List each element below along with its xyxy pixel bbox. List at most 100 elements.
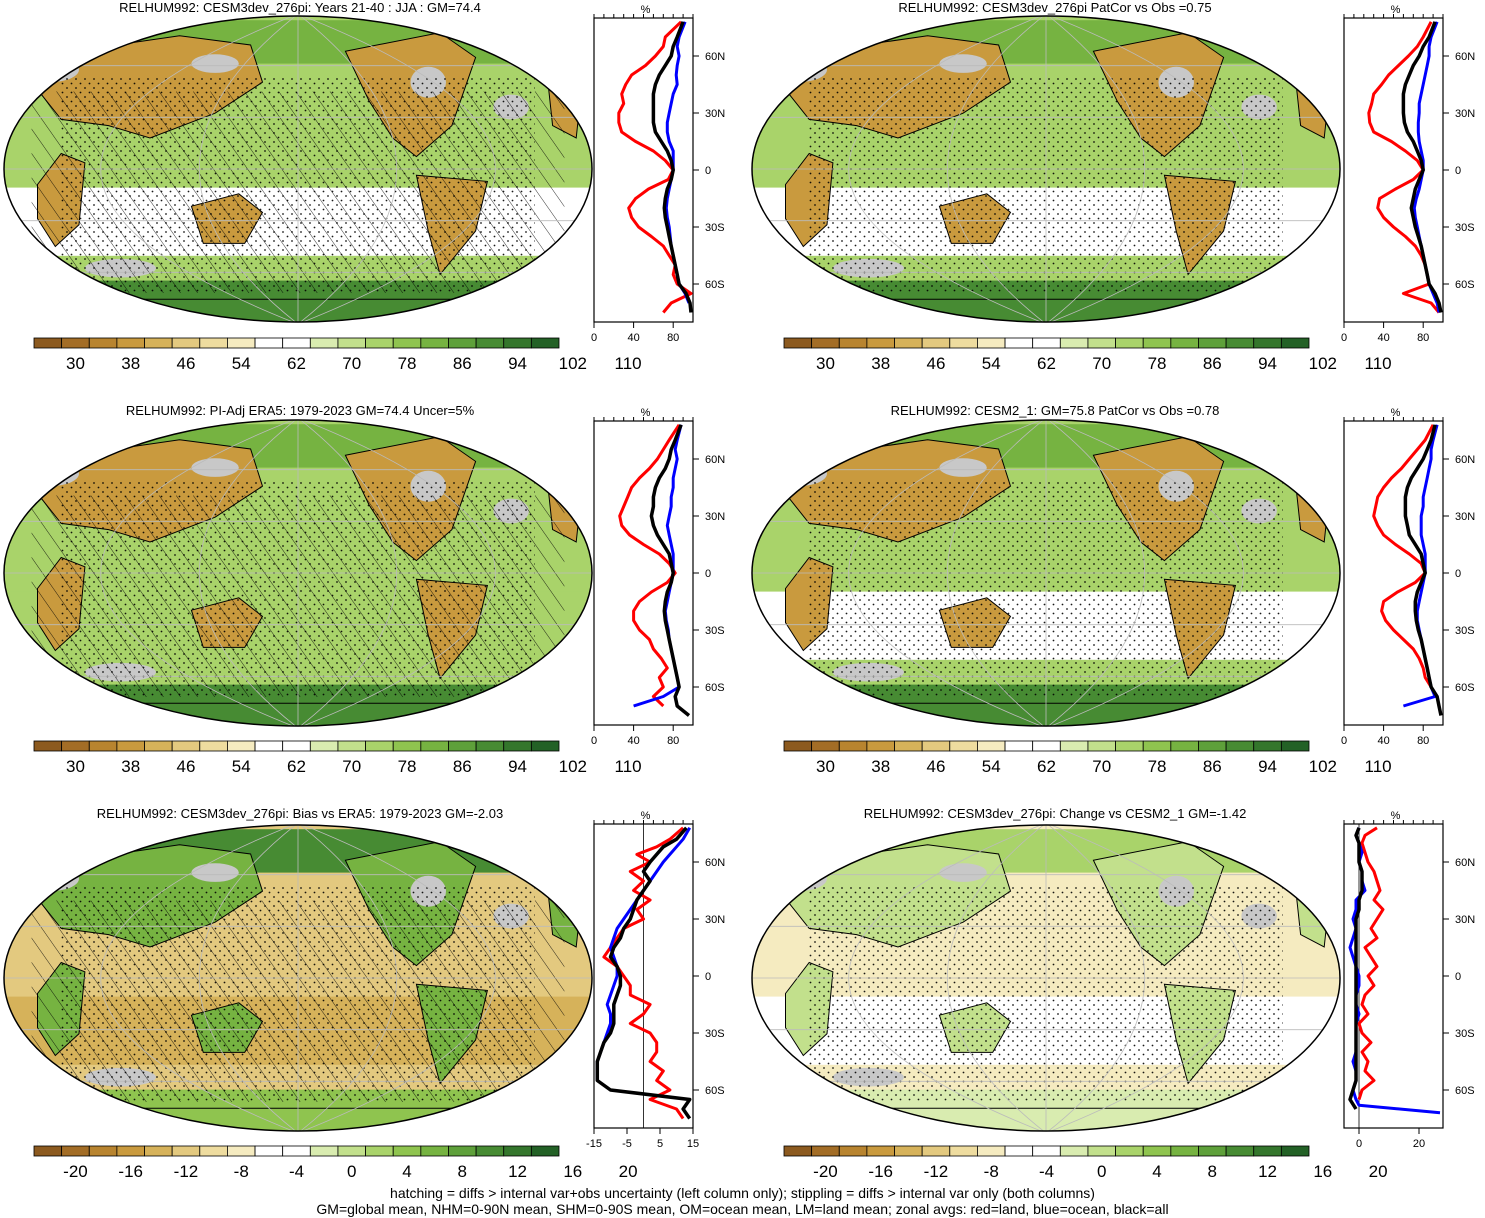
zonal-x-tick-label: 40 xyxy=(1377,735,1389,747)
colorbar-swatch xyxy=(1225,337,1255,349)
colorbar-swatch xyxy=(1225,1145,1255,1157)
colorbar-label: 30 xyxy=(816,354,835,373)
map-graticule-lon xyxy=(848,16,1047,322)
colorbar-swatch xyxy=(1280,337,1310,349)
colorbar-swatch xyxy=(475,1145,505,1157)
map-graticule-lon xyxy=(297,16,496,322)
colorbar-swatch xyxy=(1280,740,1310,752)
colorbar-swatch xyxy=(420,740,449,752)
map-graticule-lon xyxy=(297,420,397,726)
zonal-series-all xyxy=(651,21,693,313)
zonal-y-tick-label: 30N xyxy=(705,511,725,523)
colorbar-label: -8 xyxy=(984,1162,999,1181)
colorbar-swatch xyxy=(838,740,868,752)
colorbar-swatch xyxy=(530,740,560,752)
colorbar-label: 62 xyxy=(1037,354,1056,373)
colorbar-swatch xyxy=(33,1145,63,1157)
colorbar-swatch xyxy=(838,337,868,349)
colorbar-swatch xyxy=(1059,1145,1089,1157)
footer-note-1: hatching = diffs > internal var+obs unce… xyxy=(390,1185,1095,1201)
panel-title-5: RELHUM992: CESM3dev_276pi: Bias vs ERA5:… xyxy=(96,806,504,821)
colorbar-label: 20 xyxy=(619,1162,638,1181)
colorbar-swatch xyxy=(949,740,978,752)
colorbar-label: 70 xyxy=(342,354,361,373)
colorbar-label: 38 xyxy=(871,354,890,373)
colorbar-swatch xyxy=(365,740,394,752)
colorbar-swatch xyxy=(1198,337,1227,349)
colorbar-swatch xyxy=(309,740,339,752)
colorbar-label: 46 xyxy=(927,757,946,776)
colorbar-swatch xyxy=(921,1145,951,1157)
colorbar-swatch xyxy=(116,740,145,752)
colorbar-label: 16 xyxy=(563,1162,582,1181)
zonal-series-all xyxy=(1348,827,1364,1110)
map-border xyxy=(751,419,1341,727)
zonal-y-tick-label: 60S xyxy=(1455,279,1475,291)
colorbar-swatch xyxy=(475,740,505,752)
zonal-x-tick-label: 0 xyxy=(1341,735,1347,747)
map-missing-patch xyxy=(939,54,987,73)
zonal-y-tick-label: 0 xyxy=(705,165,711,177)
colorbar-swatch xyxy=(227,740,256,752)
colorbar-swatch xyxy=(365,337,394,349)
zonal-series-all xyxy=(1401,21,1443,313)
zonal-series-land xyxy=(1357,826,1385,1100)
zonal-x-tick-label: 0 xyxy=(1356,1138,1362,1150)
colorbar-label: 94 xyxy=(1258,354,1277,373)
zonal-x-tick-label: 40 xyxy=(627,735,639,747)
colorbar-label: 94 xyxy=(508,354,527,373)
colorbar-swatch xyxy=(1059,337,1089,349)
map-graticule-lon xyxy=(848,825,1047,1131)
zonal-profile-6: % 0 20 60N 30N 0 30S 60S xyxy=(1343,810,1475,1150)
colorbar-label: 94 xyxy=(1258,757,1277,776)
colorbar-label: -4 xyxy=(1039,1162,1054,1181)
map-border xyxy=(751,824,1341,1132)
colorbar-swatch xyxy=(783,1145,813,1157)
zonal-x-tick-label: -15 xyxy=(586,1138,602,1150)
colorbar-label: 78 xyxy=(398,757,417,776)
colorbar-swatch xyxy=(116,337,145,349)
colorbar-swatch xyxy=(1170,337,1199,349)
zonal-x-tick-label: 40 xyxy=(627,332,639,344)
colorbar-swatch xyxy=(448,1145,477,1157)
zonal-profile-1: % 0 40 80 60N 30N 0 30S 60S xyxy=(591,4,725,344)
zonal-x-tick-label: 80 xyxy=(1417,332,1429,344)
zonal-y-tick-label: 30S xyxy=(1455,222,1475,234)
colorbar-swatch xyxy=(530,1145,560,1157)
map-graticule-lon xyxy=(199,16,299,322)
zonal-y-tick-label: 60N xyxy=(705,454,725,466)
colorbar-swatch xyxy=(894,337,923,349)
map-missing-patch xyxy=(191,458,239,477)
colorbar-label: 16 xyxy=(1313,1162,1332,1181)
map-graticule-lon xyxy=(100,420,299,726)
colorbar-swatch xyxy=(61,740,90,752)
colorbar-swatch xyxy=(977,740,1006,752)
colorbar-label: 12 xyxy=(508,1162,527,1181)
colorbar-swatch xyxy=(171,740,201,752)
colorbar-label: 86 xyxy=(1203,757,1222,776)
colorbar-label: 70 xyxy=(1092,354,1111,373)
colorbar-label: 78 xyxy=(398,354,417,373)
colorbar-swatch xyxy=(866,740,895,752)
colorbar-swatch xyxy=(1142,337,1172,349)
colorbar-swatch xyxy=(337,1145,366,1157)
colorbar-swatch xyxy=(1032,740,1061,752)
map-graticule-lon xyxy=(848,420,1047,726)
map-border xyxy=(751,15,1341,323)
zonal-y-tick-label: 30N xyxy=(705,914,725,926)
colorbar-label: 30 xyxy=(66,757,85,776)
colorbar-6: -20 -16 -12 -8 -4 0 4 8 12 16 20 xyxy=(783,1145,1388,1181)
colorbar-label: 54 xyxy=(232,354,251,373)
colorbar-1: 30 38 46 54 62 70 78 86 94 102 110 xyxy=(33,337,642,373)
panel-title-2: RELHUM992: CESM3dev_276pi PatCor vs Obs … xyxy=(898,0,1212,15)
zonal-y-tick-label: 0 xyxy=(705,568,711,580)
colorbar-swatch xyxy=(33,337,63,349)
colorbar-swatch xyxy=(894,1145,923,1157)
colorbar-swatch xyxy=(1115,740,1144,752)
map-panel-5 xyxy=(3,824,593,1132)
zonal-profile-4: % 0 40 80 60N 30N 0 30S 60S xyxy=(1341,407,1475,747)
colorbar-label: 54 xyxy=(982,354,1001,373)
panel-title-1: RELHUM992: CESM3dev_276pi: Years 21-40 :… xyxy=(119,0,481,15)
map-border xyxy=(3,419,593,727)
map-missing-patch xyxy=(191,54,239,73)
